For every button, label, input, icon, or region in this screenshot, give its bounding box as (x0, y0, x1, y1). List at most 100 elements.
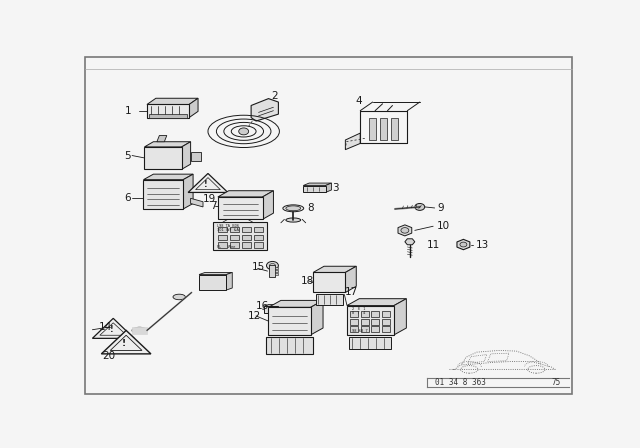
Bar (269, 265, 275, 277)
Bar (230, 227, 239, 233)
Circle shape (202, 279, 208, 283)
Ellipse shape (173, 294, 186, 300)
Bar (218, 227, 227, 233)
Circle shape (269, 263, 275, 267)
Bar (242, 234, 251, 240)
Bar (145, 147, 182, 169)
Text: 15: 15 (252, 262, 266, 272)
Bar (275, 270, 278, 272)
Polygon shape (310, 301, 323, 335)
Bar (350, 319, 358, 325)
Polygon shape (143, 174, 193, 180)
Polygon shape (227, 272, 232, 290)
Circle shape (211, 279, 217, 283)
Text: 98  68  7: 98 68 7 (352, 329, 367, 333)
Bar (242, 242, 251, 248)
Text: FL      Wee: FL Wee (217, 245, 235, 249)
Bar (253, 227, 262, 233)
Bar (253, 242, 262, 248)
Bar (350, 311, 358, 317)
Polygon shape (189, 98, 198, 117)
Circle shape (202, 284, 208, 289)
Bar (230, 242, 239, 248)
Text: !: ! (109, 325, 113, 334)
Text: L98  TA  B06: L98 TA B06 (217, 224, 239, 228)
Polygon shape (457, 239, 470, 250)
Circle shape (159, 154, 165, 158)
Text: 2   8   1: 2 8 1 (352, 307, 365, 311)
Polygon shape (145, 142, 191, 147)
Bar (269, 307, 310, 335)
Text: 17: 17 (344, 288, 358, 297)
Bar (391, 117, 398, 140)
Circle shape (149, 161, 155, 165)
Text: 5: 5 (125, 151, 131, 160)
Circle shape (169, 154, 175, 158)
Text: 301  WF  &A: 301 WF &A (217, 228, 239, 232)
Text: !: ! (204, 181, 207, 190)
Text: 10: 10 (437, 221, 451, 231)
Circle shape (211, 284, 217, 289)
Bar (371, 311, 379, 317)
Polygon shape (262, 191, 273, 220)
Circle shape (169, 161, 175, 165)
Bar (242, 227, 251, 233)
Text: 9: 9 (437, 203, 444, 213)
Bar (218, 197, 262, 220)
Bar (264, 306, 278, 313)
Polygon shape (251, 99, 278, 121)
Bar (361, 319, 369, 325)
Text: 20: 20 (102, 351, 115, 361)
Bar (147, 104, 189, 117)
Polygon shape (405, 239, 415, 245)
Bar (350, 326, 358, 332)
Text: 8   T   4: 8 T 4 (352, 311, 365, 315)
Circle shape (415, 203, 425, 211)
Polygon shape (313, 266, 356, 272)
Bar (361, 326, 369, 332)
Polygon shape (147, 98, 198, 104)
Text: 13: 13 (476, 240, 489, 250)
Bar (371, 326, 379, 332)
Polygon shape (326, 183, 332, 193)
Polygon shape (199, 272, 232, 275)
Bar (361, 311, 369, 317)
Bar (150, 114, 187, 117)
Polygon shape (303, 183, 332, 185)
Bar (369, 117, 376, 140)
Bar (381, 319, 390, 325)
Polygon shape (218, 191, 273, 197)
Text: 14: 14 (99, 322, 112, 332)
Text: 3: 3 (332, 183, 339, 193)
Polygon shape (188, 173, 228, 193)
Polygon shape (101, 331, 151, 354)
Text: 75: 75 (552, 378, 561, 387)
Polygon shape (346, 133, 360, 150)
Text: 16: 16 (256, 301, 269, 311)
Text: 19: 19 (203, 194, 216, 204)
Bar (143, 180, 183, 209)
Bar (218, 242, 227, 248)
Ellipse shape (283, 205, 304, 212)
Polygon shape (264, 305, 284, 306)
Polygon shape (398, 225, 412, 236)
Bar (316, 294, 343, 305)
Bar (380, 117, 387, 140)
Bar (253, 234, 262, 240)
Polygon shape (191, 198, 203, 207)
Bar (371, 319, 379, 325)
Text: 6: 6 (125, 193, 131, 203)
Bar (347, 306, 394, 335)
Text: 8: 8 (307, 203, 314, 213)
Polygon shape (346, 266, 356, 293)
Circle shape (460, 242, 467, 247)
Bar (303, 185, 326, 193)
Polygon shape (183, 174, 193, 209)
Text: 11: 11 (428, 240, 440, 250)
Polygon shape (92, 319, 134, 338)
Bar (313, 272, 346, 293)
Bar (199, 275, 227, 290)
Text: 18: 18 (301, 276, 314, 286)
Bar (381, 326, 390, 332)
Circle shape (149, 154, 155, 158)
